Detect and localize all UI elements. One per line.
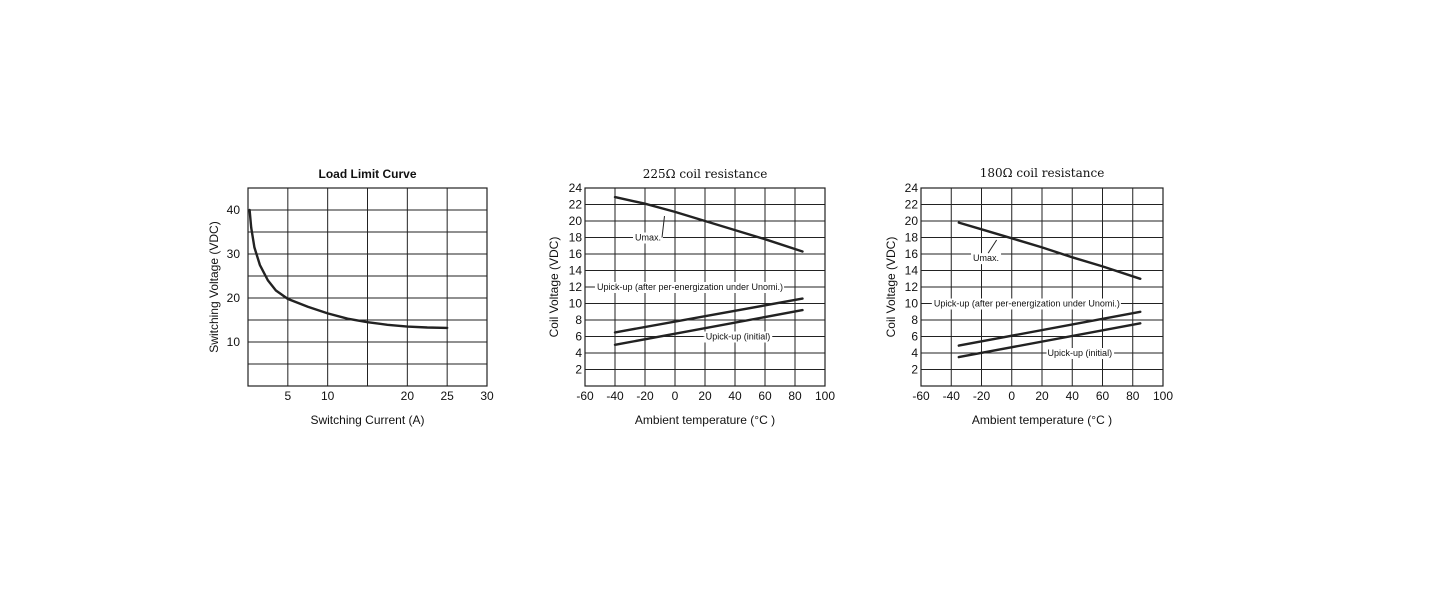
annotation-bg <box>1045 348 1115 359</box>
annotation-leader <box>987 239 998 254</box>
x-tick-label: -20 <box>636 389 654 403</box>
series-line-1 <box>957 221 1142 280</box>
x-axis-label: Ambient temperature (°C ) <box>635 413 775 427</box>
y-axis-label: Switching Voltage (VDC) <box>207 221 221 352</box>
x-tick-label: -40 <box>943 389 961 403</box>
y-tick-label: 8 <box>911 313 918 327</box>
chart-2: Umax. Upick-up (after per-energization un… <box>547 167 835 427</box>
x-tick-label: 40 <box>1066 389 1080 403</box>
x-tick-label: -60 <box>576 389 594 403</box>
x-tick-label: 30 <box>480 389 494 403</box>
x-tick-label: 20 <box>401 389 415 403</box>
y-tick-label: 24 <box>569 181 583 195</box>
x-axis-label: Ambient temperature (°C ) <box>972 413 1112 427</box>
x-tick-label: 0 <box>672 389 679 403</box>
plot-frame <box>247 187 488 387</box>
x-tick-label: 0 <box>1008 389 1015 403</box>
y-axis-label: Coil Voltage (VDC) <box>547 237 561 338</box>
x-tick-label: 25 <box>440 389 454 403</box>
plot-frame <box>920 187 1164 387</box>
x-tick-label: 100 <box>1153 389 1173 403</box>
x-tick-label: 40 <box>728 389 742 403</box>
x-tick-label: 80 <box>788 389 802 403</box>
series-line-2 <box>957 310 1142 347</box>
x-tick-label: 5 <box>284 389 291 403</box>
x-tick-label: 10 <box>321 389 335 403</box>
x-axis-label: Switching Current (A) <box>310 413 424 427</box>
annotation-bg <box>971 253 1002 265</box>
annotation-label: Umax. <box>973 253 999 263</box>
annotation-bg <box>594 282 786 293</box>
y-tick-label: 10 <box>569 297 583 311</box>
y-axis-label: Coil Voltage (VDC) <box>884 237 898 338</box>
annotation-label: Upick-up (initial) <box>1048 348 1113 358</box>
y-tick-label: 16 <box>569 247 583 261</box>
y-tick-label: 16 <box>905 247 919 261</box>
annotation-bg <box>703 331 773 343</box>
y-tick-label: 22 <box>905 198 919 212</box>
chart-title: 225Ω coil resistance <box>643 167 768 181</box>
y-tick-label: 14 <box>569 264 583 278</box>
plot-frame <box>584 187 826 387</box>
x-tick-label: 20 <box>698 389 712 403</box>
annotation-label: Upick-up (after per-energization under U… <box>597 282 783 292</box>
y-tick-label: 18 <box>569 231 583 245</box>
y-tick-label: 12 <box>569 280 583 294</box>
series-line-3 <box>957 322 1142 359</box>
annotation-label: Upick-up (after per-energization under U… <box>934 299 1120 309</box>
y-tick-label: 24 <box>905 181 919 195</box>
annotation-leader <box>661 215 665 238</box>
x-tick-label: -60 <box>912 389 930 403</box>
y-tick-label: 20 <box>905 214 919 228</box>
y-tick-label: 10 <box>227 335 241 349</box>
y-tick-label: 40 <box>227 203 241 217</box>
chart-title: Load Limit Curve <box>318 167 416 181</box>
chart-3: Umax. Upick-up (after per-energization un… <box>884 166 1173 427</box>
y-tick-label: 20 <box>227 291 241 305</box>
y-tick-label: 6 <box>911 330 918 344</box>
y-tick-label: 4 <box>575 346 582 360</box>
y-tick-label: 8 <box>575 313 582 327</box>
y-tick-label: 12 <box>905 280 919 294</box>
x-tick-label: 80 <box>1126 389 1140 403</box>
annotation-label: Upick-up (initial) <box>706 332 771 342</box>
series-line-1 <box>613 195 804 253</box>
x-tick-label: 100 <box>815 389 835 403</box>
x-tick-label: 20 <box>1035 389 1049 403</box>
y-tick-label: 22 <box>569 198 583 212</box>
y-tick-label: 20 <box>569 214 583 228</box>
y-tick-label: 30 <box>227 247 241 261</box>
y-tick-label: 14 <box>905 264 919 278</box>
annotation-bg <box>931 298 1122 310</box>
annotation-bg <box>632 232 664 244</box>
y-tick-label: 6 <box>575 330 582 344</box>
y-tick-label: 2 <box>911 363 918 377</box>
series-line-1 <box>248 208 449 330</box>
series-line-2 <box>613 297 804 334</box>
y-tick-label: 18 <box>905 231 919 245</box>
y-tick-label: 10 <box>905 297 919 311</box>
y-tick-label: 4 <box>911 346 918 360</box>
y-tick-label: 2 <box>575 363 582 377</box>
chart-1: 5 10 20 25 30 10 20 30 40 Load Limit Curve Switchi… <box>207 167 494 427</box>
x-tick-label: -40 <box>606 389 624 403</box>
x-tick-label: 60 <box>758 389 772 403</box>
series-line-3 <box>613 308 804 346</box>
x-tick-label: 60 <box>1096 389 1110 403</box>
annotation-label: Umax. <box>635 233 661 243</box>
x-tick-label: -20 <box>973 389 991 403</box>
chart-title: 180Ω coil resistance <box>980 166 1105 180</box>
